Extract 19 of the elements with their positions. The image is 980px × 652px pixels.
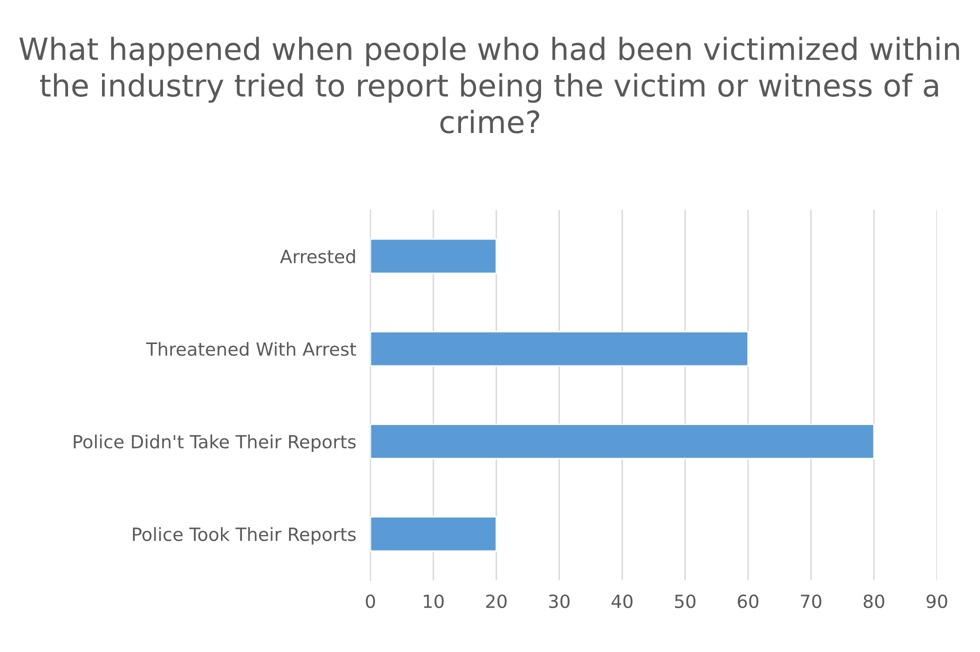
x-tick-label: 80 [864,594,884,608]
x-tick-label: 70 [801,594,822,608]
x-tick-label: 60 [738,594,758,608]
bar [370,238,498,274]
bar [370,330,749,367]
x-tick-label: 30 [549,594,570,608]
chart-title: What happened when people who had been victimized within the industry tried to report being the victim or witness of a crime? [19,36,960,134]
x-tick-label: 20 [486,594,507,608]
bar [370,516,498,552]
x-tick-label: 50 [675,594,696,608]
x-tick-label: 40 [612,594,632,608]
y-tick-label: Arrested [280,249,355,264]
x-tick-label: 10 [424,594,444,608]
y-tick-label: Police Took Their Reports [132,527,356,545]
y-tick-label: Threatened With Arrest [146,342,356,356]
x-tick-label: 90 [926,594,948,608]
y-tick-label: Police Didn't Take Their Reports [74,434,356,452]
x-tick-label: 0 [366,594,375,608]
bar [370,424,875,460]
